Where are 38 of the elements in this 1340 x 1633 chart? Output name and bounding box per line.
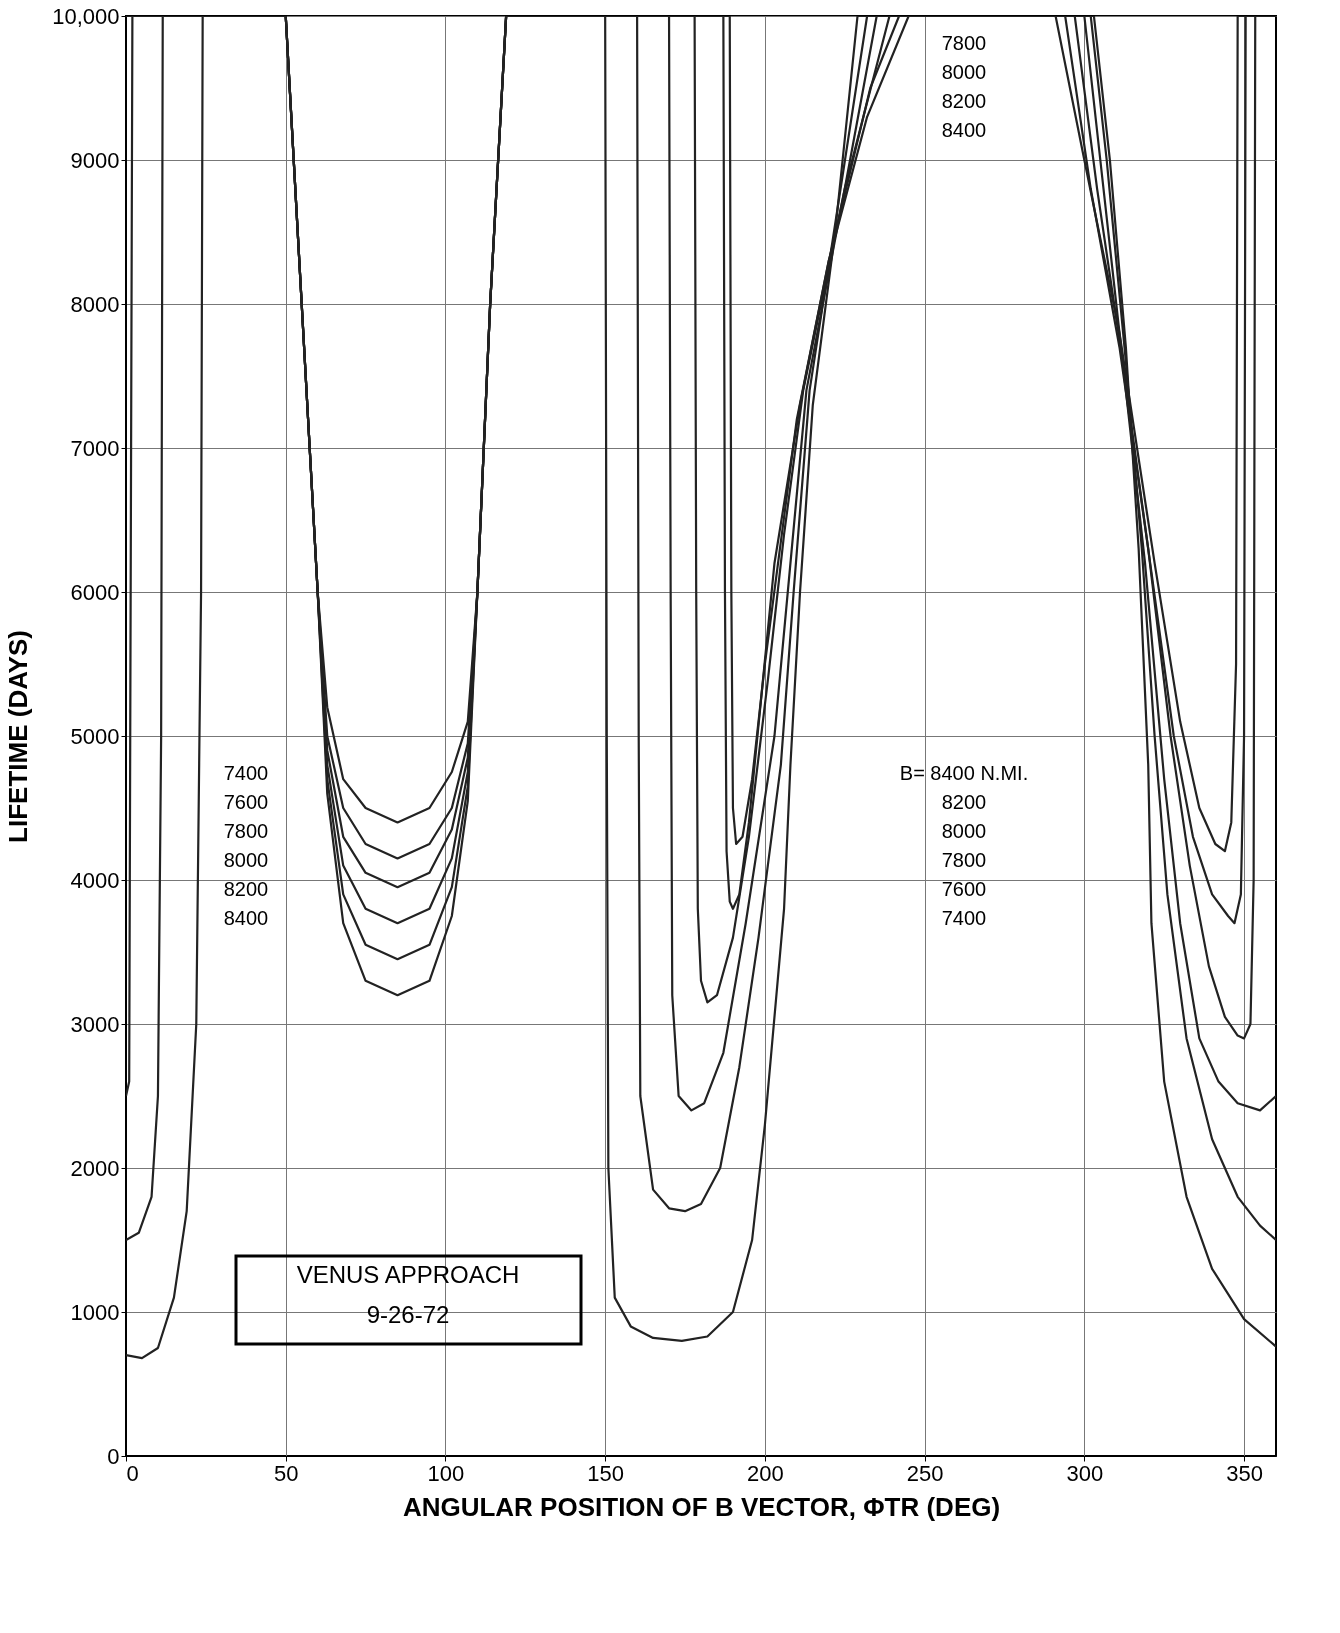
annotation: 7600 (223, 791, 269, 813)
y-tick-label: 1000 (70, 1299, 120, 1325)
x-tick-label: 350 (1226, 1460, 1263, 1486)
y-axis-title: LIFETIME (DAYS) (3, 630, 34, 843)
x-axis-title: ANGULAR POSITION OF B VECTOR, ΦTR (DEG) (402, 1491, 1001, 1522)
annotation: 8400 (941, 119, 987, 141)
annotation: 8400 (223, 907, 269, 929)
x-tick-label: 300 (1066, 1460, 1104, 1486)
annotation: B= 8400 N.MI. (899, 762, 1029, 784)
annotation: 7800 (941, 32, 987, 54)
annotation: 8200 (223, 878, 269, 900)
annotation: 7400 (941, 907, 987, 929)
x-tick-label: 0 (126, 1460, 139, 1486)
annotation: 7400 (223, 762, 269, 784)
annotation: 8000 (941, 61, 987, 83)
y-tick-label: 7000 (70, 435, 120, 461)
x-tick-label: 150 (587, 1460, 625, 1486)
y-tick-label: 8000 (70, 291, 120, 317)
x-tick-label: 50 (273, 1460, 299, 1486)
annotation: VENUS APPROACH 9-26-72 (296, 1261, 520, 1328)
x-tick-label: 100 (427, 1460, 465, 1486)
x-tick-label: 200 (747, 1460, 784, 1486)
y-tick-label: 9000 (70, 147, 120, 173)
annotation: 8200 (941, 90, 987, 112)
y-tick-label: 0 (107, 1443, 120, 1469)
annotation: 8000 (941, 820, 987, 842)
y-tick-label: 6000 (70, 579, 120, 605)
y-tick-label: 5000 (70, 723, 120, 749)
x-tick-label: 250 (906, 1460, 944, 1486)
y-tick-label: 10,000 (52, 3, 120, 29)
annotation: 7800 (941, 849, 987, 871)
annotation: 7800 (223, 820, 269, 842)
annotation: 8200 (941, 791, 987, 813)
y-tick-label: 3000 (70, 1011, 120, 1037)
y-tick-label: 4000 (70, 867, 120, 893)
y-tick-label: 2000 (70, 1155, 120, 1181)
annotation: 7600 (941, 878, 987, 900)
annotation: 8000 (223, 849, 269, 871)
